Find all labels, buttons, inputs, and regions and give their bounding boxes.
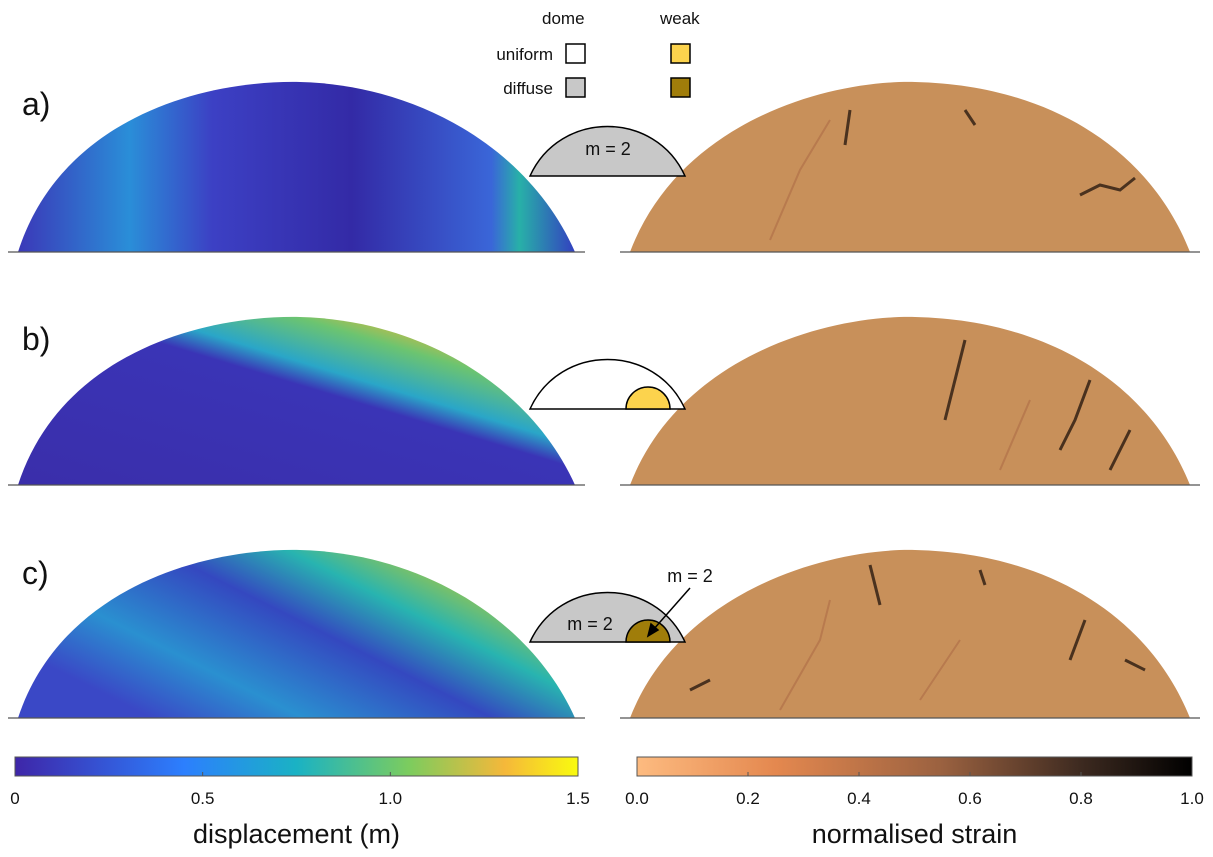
- dome-image: [18, 316, 575, 485]
- legend-swatch: [670, 77, 691, 98]
- colorbar-title: displacement (m): [193, 819, 400, 849]
- colorbar-tick-label: 0.2: [736, 789, 760, 808]
- dome-image: [630, 81, 1190, 252]
- colorbar-tick-label: 1.0: [379, 789, 403, 808]
- colorbar-title: normalised strain: [812, 819, 1018, 849]
- colorbar-tick-label: 1.5: [566, 789, 590, 808]
- panel-label: a): [22, 86, 50, 122]
- strain-domes: [630, 81, 1190, 718]
- dome-image: [18, 549, 575, 718]
- colorbar-tick-label: 0.4: [847, 789, 871, 808]
- schematic-label: m = 2: [667, 566, 713, 586]
- baselines: [8, 251, 1200, 719]
- legend-col: weak: [659, 9, 700, 28]
- schematic: [528, 125, 691, 643]
- legend-row: uniform: [496, 45, 553, 64]
- legend-swatch: [565, 77, 586, 98]
- panel-label: b): [22, 321, 50, 357]
- dome-image: [18, 81, 575, 252]
- legend-swatch: [670, 43, 691, 64]
- schematic-label: m = 2: [567, 614, 613, 634]
- colorbar: [636, 756, 1193, 777]
- colorbar-tick-label: 0.0: [625, 789, 649, 808]
- legend-col: dome: [542, 9, 585, 28]
- panel-label: c): [22, 555, 49, 591]
- colorbar-tick-label: 1.0: [1180, 789, 1204, 808]
- dome-image: [630, 316, 1190, 485]
- legend: dome weak uniform diffuse: [496, 9, 700, 98]
- legend-row: diffuse: [503, 79, 553, 98]
- dome-image: [630, 549, 1190, 718]
- displacement-domes: [18, 81, 575, 718]
- colorbar-tick-label: 0.5: [191, 789, 215, 808]
- colorbar-tick-label: 0.6: [958, 789, 982, 808]
- colorbar-tick-label: 0: [10, 789, 19, 808]
- legend-swatch: [565, 43, 586, 64]
- colorbar: [14, 756, 579, 777]
- schematic-label: m = 2: [585, 139, 631, 159]
- colorbar-tick-label: 0.8: [1069, 789, 1093, 808]
